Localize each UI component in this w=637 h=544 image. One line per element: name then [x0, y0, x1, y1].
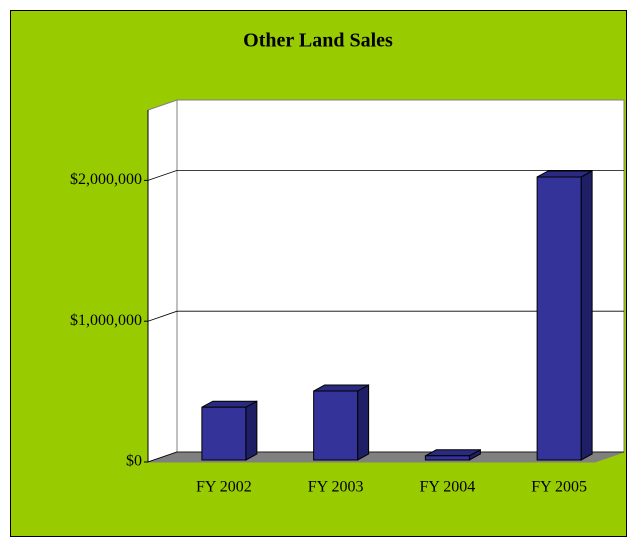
chart-title: Other Land Sales	[243, 30, 393, 52]
bar-side	[357, 384, 370, 461]
grid-line	[147, 169, 624, 181]
bar	[313, 390, 359, 461]
y-tick-label: $1,000,000	[70, 312, 142, 329]
x-tick-label: FY 2005	[531, 479, 587, 496]
x-tick-label: FY 2004	[419, 479, 475, 496]
bar	[201, 406, 247, 461]
bar-side	[245, 400, 258, 461]
grid-line	[147, 310, 624, 322]
bar	[424, 455, 470, 461]
bar	[536, 176, 582, 461]
y-tick-label: $2,000,000	[70, 171, 142, 188]
x-tick-label: FY 2003	[308, 479, 364, 496]
y-tick-label: $0	[126, 453, 142, 470]
side-wall	[147, 99, 178, 463]
bar-side	[580, 170, 593, 461]
x-tick-label: FY 2002	[196, 479, 252, 496]
